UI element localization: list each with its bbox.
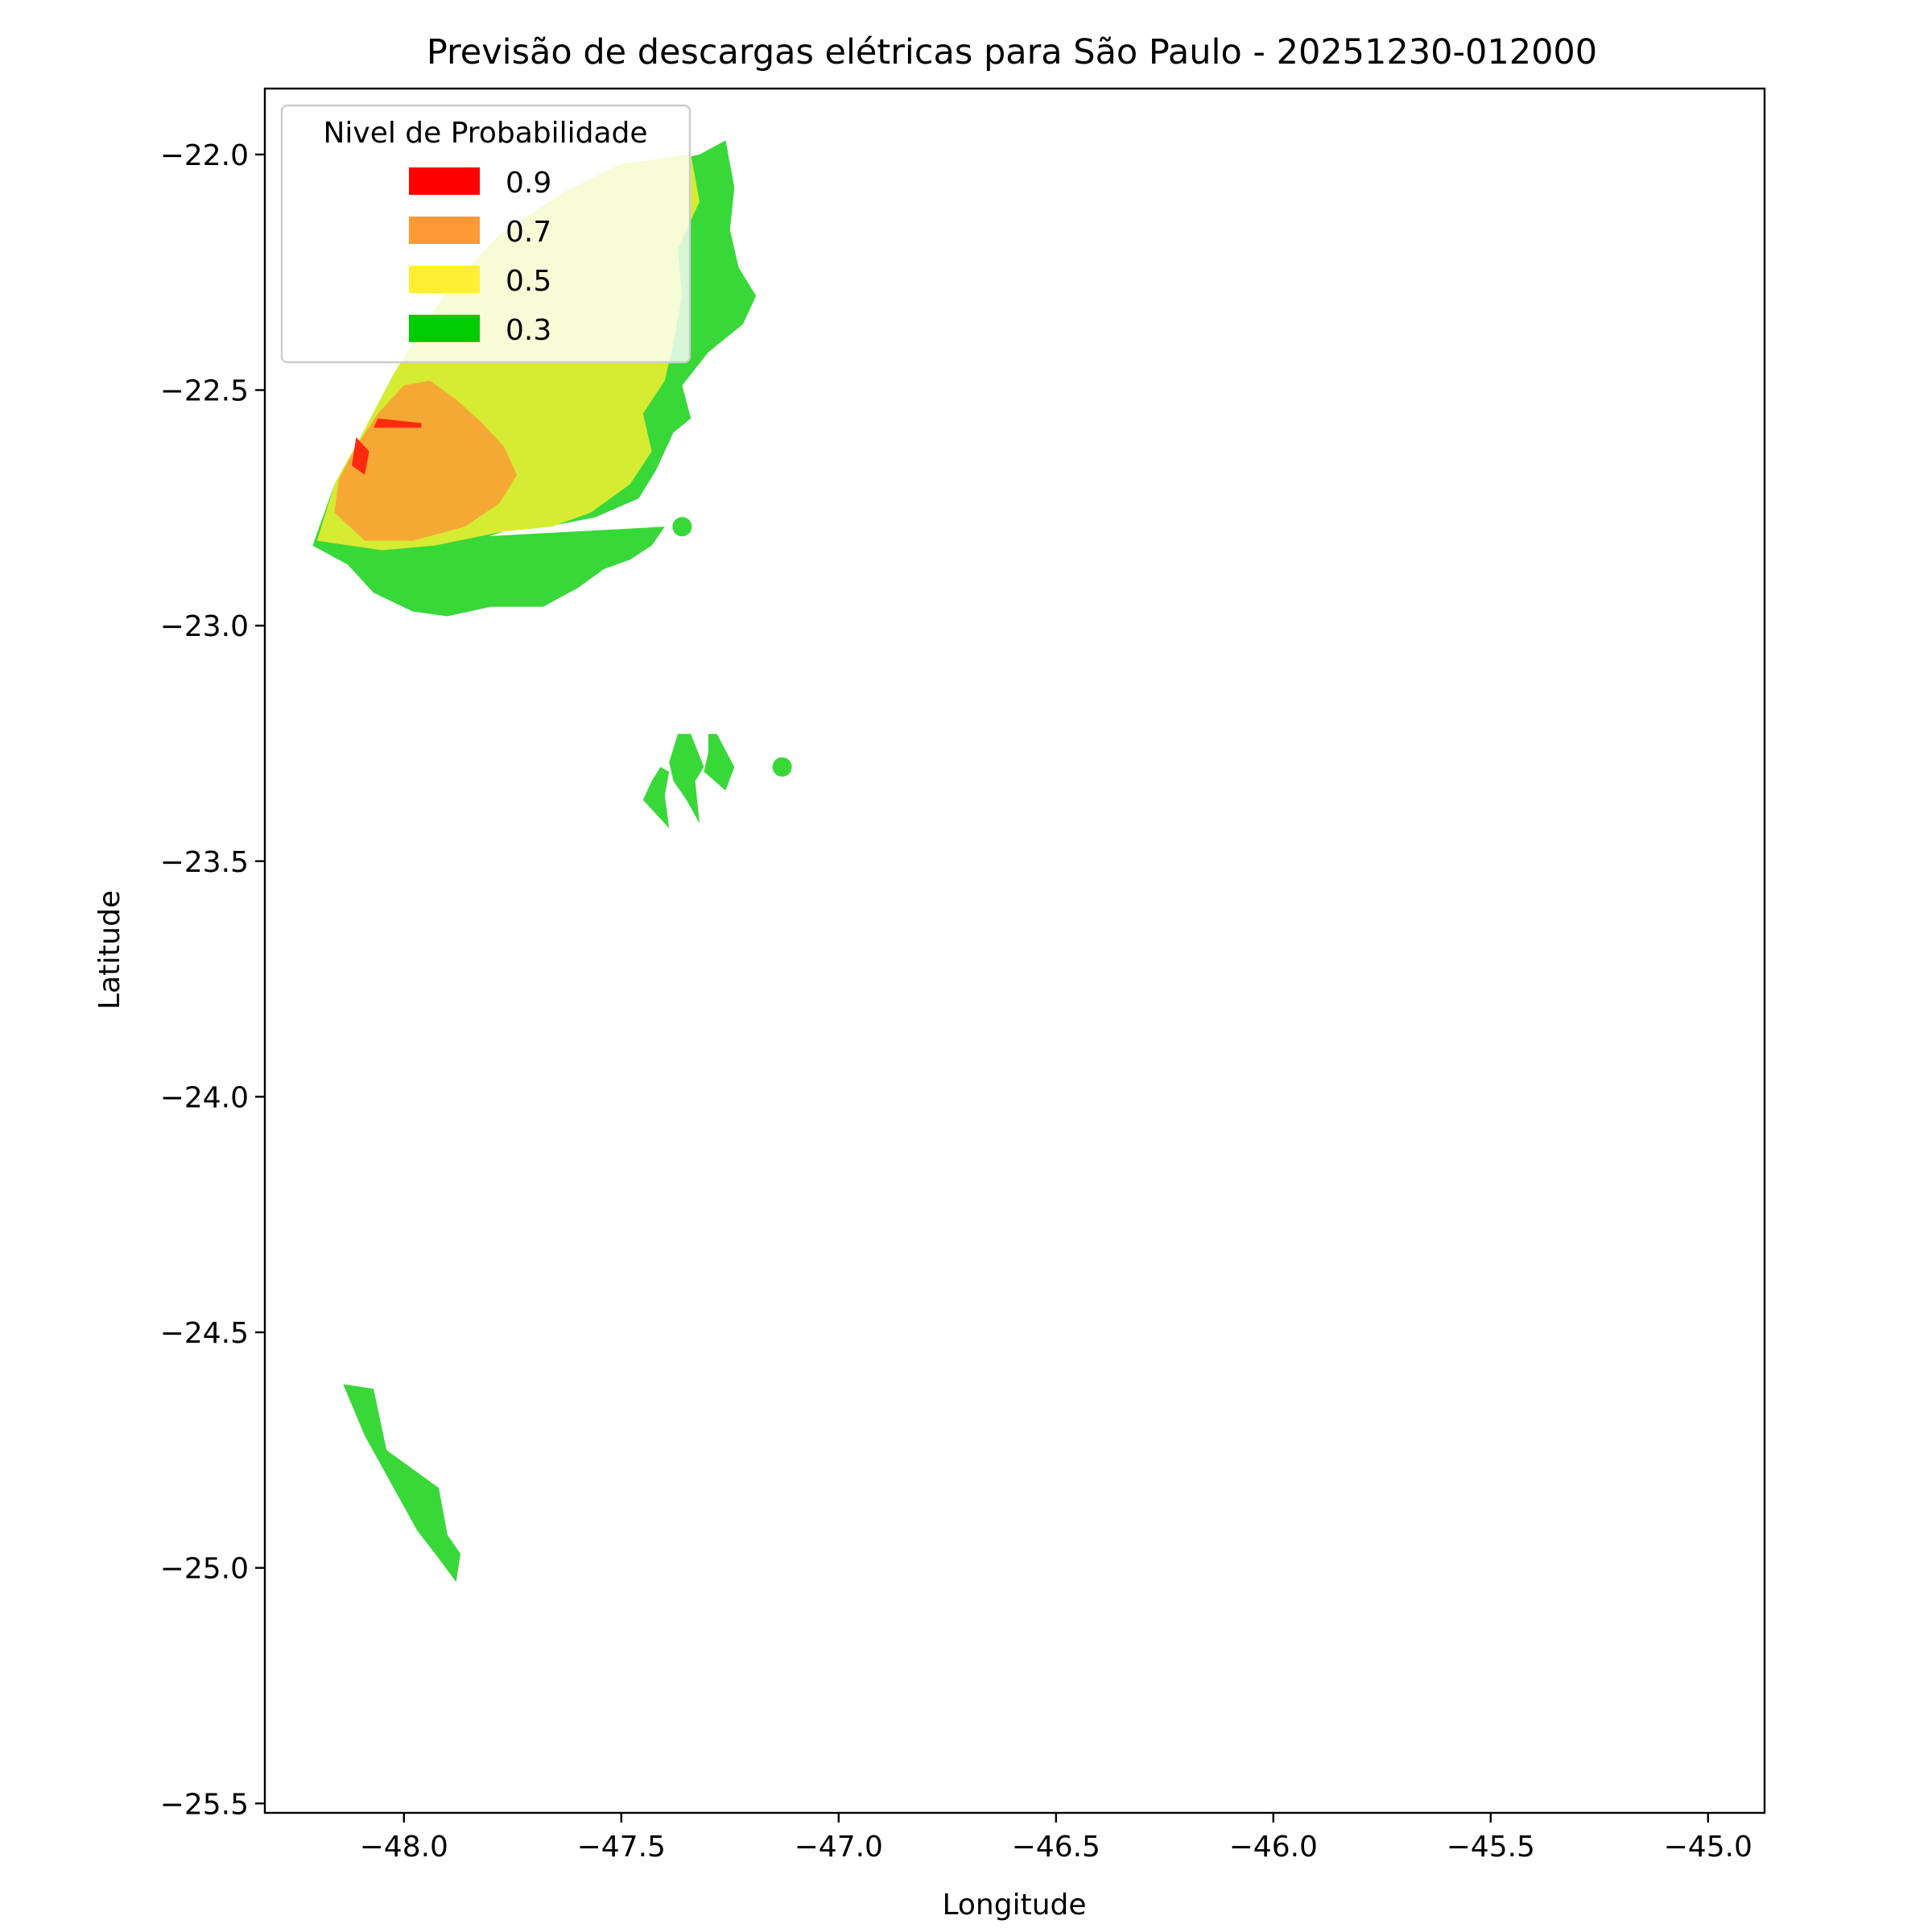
isolated-cell-1 bbox=[672, 517, 692, 537]
legend-box bbox=[280, 104, 691, 364]
legend-swatch bbox=[409, 315, 480, 342]
x-tick-label: −46.0 bbox=[1229, 1831, 1318, 1864]
legend-swatch bbox=[409, 266, 480, 293]
y-axis: −22.0 −22.5 −23.0 −23.5 −24.0 −24.5 −25.0 −25.5 bbox=[160, 139, 265, 1821]
x-tick-label: −46.5 bbox=[1012, 1831, 1100, 1864]
legend-label: 0.5 bbox=[506, 265, 551, 298]
legend-title: Nivel de Probabilidade bbox=[323, 117, 647, 150]
x-tick-label: −47.0 bbox=[795, 1831, 883, 1864]
y-tick-label: −22.0 bbox=[160, 139, 249, 172]
region-central-cell-2 bbox=[669, 733, 704, 824]
x-tick-label: −45.0 bbox=[1664, 1831, 1752, 1864]
region-central-cell-1 bbox=[642, 766, 670, 828]
y-tick-label: −25.0 bbox=[160, 1553, 249, 1586]
region-south-cell bbox=[343, 1384, 474, 1606]
x-tick-label: −47.5 bbox=[577, 1831, 666, 1864]
x-tick-label: −45.5 bbox=[1447, 1831, 1535, 1864]
legend-entries: 0.9 0.7 0.5 0.3 bbox=[409, 167, 551, 347]
x-tick-label: −48.0 bbox=[360, 1831, 448, 1864]
region-central-cell-3 bbox=[704, 733, 735, 791]
y-tick-label: −23.5 bbox=[160, 846, 249, 879]
y-tick-label: −22.5 bbox=[160, 375, 249, 408]
x-axis: −48.0 −47.5 −47.0 −46.5 −46.0 −45.5 −45.0 bbox=[360, 1813, 1752, 1864]
y-axis-label: Latitude bbox=[93, 890, 126, 1009]
legend-label: 0.9 bbox=[506, 167, 551, 200]
y-tick-label: −24.0 bbox=[160, 1081, 249, 1114]
y-tick-label: −24.5 bbox=[160, 1317, 249, 1350]
y-tick-label: −25.5 bbox=[160, 1788, 249, 1821]
chart-title: Previsão de descargas elétricas para São… bbox=[427, 32, 1597, 72]
legend: Nivel de Probabilidade 0.9 0.7 0.5 0.3 bbox=[280, 104, 691, 364]
region-north-cluster-peak-1 bbox=[352, 437, 369, 475]
plot-frame bbox=[263, 87, 1766, 1814]
legend-swatch bbox=[409, 167, 480, 195]
legend-label: 0.3 bbox=[506, 314, 551, 347]
x-axis-label: Longitude bbox=[942, 1889, 1086, 1922]
y-tick-label: −23.0 bbox=[160, 610, 249, 643]
region-north-cluster-peak-2 bbox=[374, 418, 422, 428]
legend-swatch bbox=[409, 217, 480, 244]
legend-label: 0.7 bbox=[506, 216, 551, 249]
isolated-cell-2 bbox=[772, 757, 792, 777]
